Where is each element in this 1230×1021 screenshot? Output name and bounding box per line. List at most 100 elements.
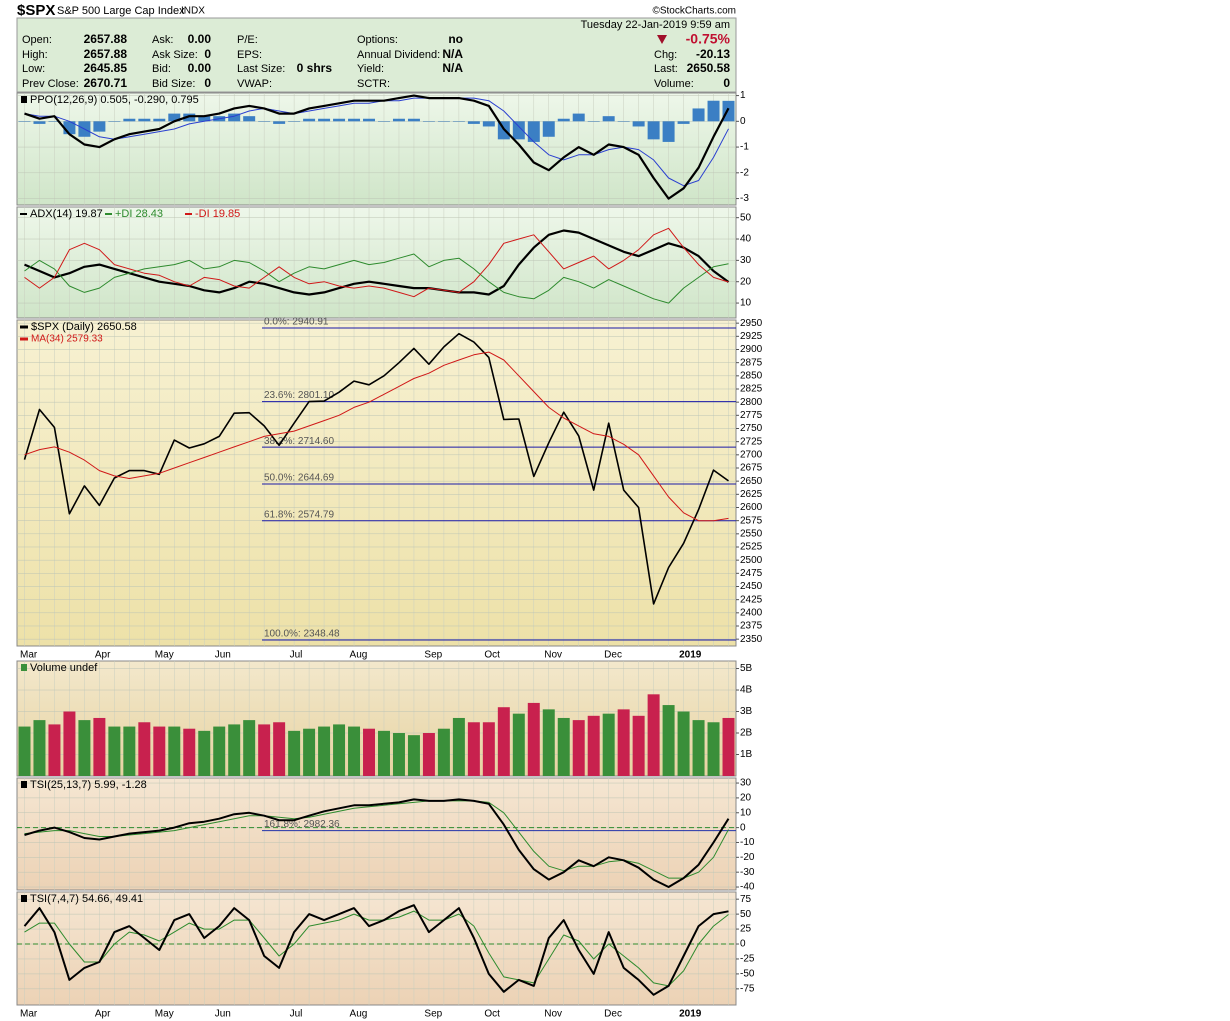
change-pct: -0.75% (686, 31, 731, 47)
series-line (24, 253, 729, 304)
bar (692, 108, 705, 122)
field-value: 0.00 (188, 32, 212, 46)
bar (407, 735, 420, 776)
y-tick-label: 2850 (740, 370, 763, 381)
field-label: Open: (22, 34, 52, 46)
field-value: 0 (204, 76, 211, 90)
y-tick-label: 4B (740, 685, 753, 696)
legend-entry: $SPX (Daily) 2650.58 (31, 321, 137, 333)
bar (587, 715, 600, 776)
bar (48, 121, 61, 122)
bar (243, 116, 256, 122)
x-tick-label: Mar (20, 650, 38, 661)
bar (527, 702, 540, 776)
y-tick-label: 2575 (740, 515, 763, 526)
bar (647, 121, 660, 140)
bar (452, 121, 465, 122)
quote-value: -20.13 (696, 47, 730, 61)
field-value: 2645.85 (84, 61, 128, 75)
y-tick-label: 0 (740, 116, 746, 127)
bar (437, 121, 450, 122)
bar (348, 118, 361, 122)
y-tick-label: 20 (740, 793, 752, 804)
y-tick-label: 75 (740, 894, 752, 905)
fib-label: 23.6%: 2801.10 (264, 390, 334, 401)
series-line (23, 904, 729, 996)
y-tick-label: 2625 (740, 489, 763, 500)
panel-bg (16, 660, 737, 777)
bar (168, 726, 181, 776)
bar (662, 705, 675, 776)
bar (123, 118, 136, 122)
bar (497, 707, 510, 776)
panel-title: PPO(12,26,9) 0.505, -0.290, 0.795 (30, 94, 199, 106)
field-value: N/A (442, 61, 463, 75)
bar (333, 118, 346, 122)
y-tick-label: 2550 (740, 528, 763, 539)
field-label: High: (22, 49, 48, 61)
x-tick-label: Apr (95, 1009, 111, 1020)
series-line (24, 800, 729, 879)
x-tick-label: Dec (604, 1009, 622, 1020)
y-tick-label: 2950 (740, 318, 763, 329)
panel-title: Volume undef (30, 662, 98, 674)
panel-bg (16, 319, 737, 647)
bar (632, 121, 645, 127)
y-tick-label: 2750 (740, 423, 763, 434)
series-line (23, 332, 729, 605)
bar (63, 121, 76, 135)
y-tick-label: 2350 (740, 634, 763, 645)
x-tick-label: Apr (95, 650, 111, 661)
quote-value: 2650.58 (687, 61, 731, 75)
panel-bg (16, 92, 737, 206)
y-tick-label: -1 (740, 142, 749, 153)
bar (273, 722, 286, 776)
bar (78, 720, 91, 776)
bar (557, 118, 570, 122)
y-tick-label: 2775 (740, 410, 763, 421)
field-value: 0 shrs (297, 61, 333, 75)
field-label: Annual Dividend: (357, 49, 440, 61)
panel-title: TSI(25,13,7) 5.99, -1.28 (30, 779, 147, 791)
series-line (24, 351, 729, 522)
bar (348, 726, 361, 776)
bar (288, 121, 301, 122)
x-tick-label: Jul (290, 650, 303, 661)
y-tick-label: 2650 (740, 476, 763, 487)
y-tick-label: 5B (740, 663, 753, 674)
bar (692, 720, 705, 776)
fib-label: 38.2%: 2714.60 (264, 436, 334, 447)
bar (707, 722, 720, 776)
bar (18, 726, 31, 776)
y-tick-label: -75 (740, 983, 755, 994)
y-tick-label: 50 (740, 909, 752, 920)
x-tick-label: May (155, 650, 174, 661)
index-name: S&P 500 Large Cap Index (57, 5, 185, 17)
y-tick-label: 2925 (740, 331, 763, 342)
bar (273, 121, 286, 124)
bar (228, 724, 241, 776)
legend-entry: MA(34) 2579.33 (31, 334, 103, 345)
y-tick-label: 2800 (740, 397, 763, 408)
bar (617, 709, 630, 776)
series-line (24, 910, 729, 987)
x-tick-label: Oct (484, 1009, 500, 1020)
fib-label: 100.0%: 2348.48 (264, 629, 340, 640)
legend-swatch (21, 781, 27, 788)
y-tick-label: 0 (740, 939, 746, 950)
quote-value: 0 (723, 76, 730, 90)
x-tick-label: Nov (544, 1009, 562, 1020)
field-value: 0 (204, 47, 211, 61)
legend-swatch (21, 664, 27, 671)
bar (48, 724, 61, 776)
x-tick-label: Sep (424, 1009, 442, 1020)
legend-swatch (21, 895, 27, 902)
field-label: Options: (357, 34, 398, 46)
down-arrow (657, 35, 667, 44)
bar (542, 121, 555, 137)
bar (258, 724, 271, 776)
x-tick-label: Nov (544, 650, 562, 661)
panel-bg (16, 206, 737, 319)
bar (228, 113, 241, 122)
x-tick-label: 2019 (679, 1009, 702, 1020)
